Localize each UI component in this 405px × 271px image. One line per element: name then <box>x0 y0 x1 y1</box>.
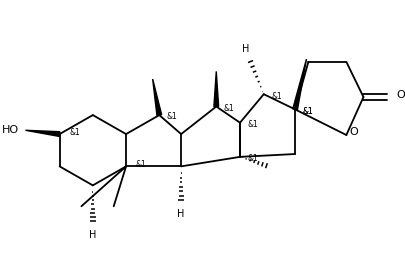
Text: &1: &1 <box>166 112 177 121</box>
Text: H: H <box>177 209 184 219</box>
Text: &1: &1 <box>69 128 80 137</box>
Text: &1: &1 <box>247 154 258 163</box>
Text: &1: &1 <box>271 92 281 101</box>
Text: &1: &1 <box>302 107 313 116</box>
Text: HO: HO <box>2 125 19 135</box>
Polygon shape <box>26 130 60 136</box>
Text: &1: &1 <box>247 120 258 129</box>
Polygon shape <box>152 79 161 115</box>
Polygon shape <box>213 71 218 107</box>
Text: O: O <box>396 90 405 100</box>
Text: &1: &1 <box>135 160 146 169</box>
Text: &1: &1 <box>223 104 234 113</box>
Text: &1: &1 <box>302 107 313 116</box>
Text: H: H <box>89 230 96 240</box>
Text: H: H <box>241 44 249 54</box>
Text: O: O <box>348 127 357 137</box>
Polygon shape <box>292 59 306 110</box>
